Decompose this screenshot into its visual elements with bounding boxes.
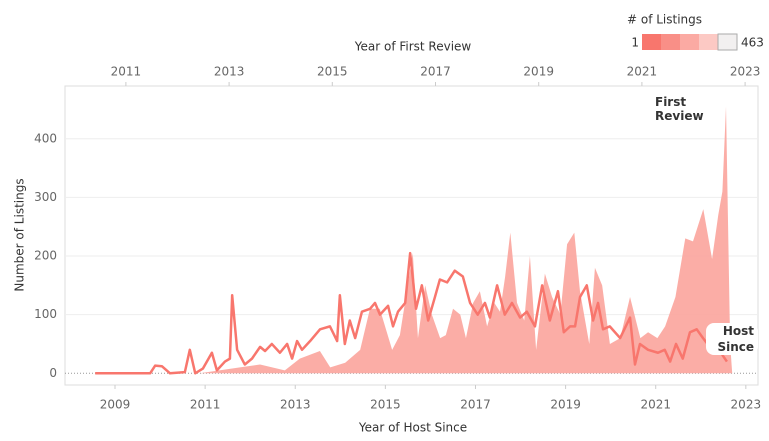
legend-swatch [699,34,718,50]
x-tick-label: 2009 [100,398,131,412]
x2-tick-label: 2017 [420,65,451,79]
legend-min: 1 [631,36,639,50]
y-tick-label: 100 [34,307,57,321]
plot-frame [64,85,759,386]
x2-tick-label: 2019 [523,65,554,79]
x2-tick-label: 2023 [730,65,761,79]
legend-swatch [680,34,699,50]
legend-title: # of Listings [627,13,702,27]
legend-max: 463 [741,36,764,50]
x-tick-label: 2019 [550,398,581,412]
x-axis-title: Year of Host Since [358,421,467,435]
x2-axis-title: Year of First Review [354,40,472,54]
x2-tick-label: 2013 [214,65,245,79]
legend-swatch [717,33,738,51]
series-label: Host Since [706,323,758,355]
line [95,251,728,375]
x-tick-label: 2021 [640,398,671,412]
y-tick-label: 0 [49,366,57,380]
x-tick-label: 2013 [280,398,311,412]
x2-tick-label: 2021 [627,65,658,79]
x2-tick-label: 2015 [317,65,348,79]
y-tick-label: 400 [34,131,57,145]
x2-tick-label: 2011 [111,65,142,79]
y-tick-label: 300 [34,190,57,204]
x-tick-label: 2011 [190,398,221,412]
x-tick-label: 2023 [731,398,762,412]
x-tick-label: 2015 [370,398,401,412]
y-tick-label: 200 [34,249,57,263]
y-axis-title: Number of Listings [13,178,27,291]
legend-swatch [661,34,680,50]
x-tick-label: 2017 [460,398,491,412]
area [199,106,733,374]
series-label: First Review [655,95,704,123]
legend-swatch [642,34,661,50]
